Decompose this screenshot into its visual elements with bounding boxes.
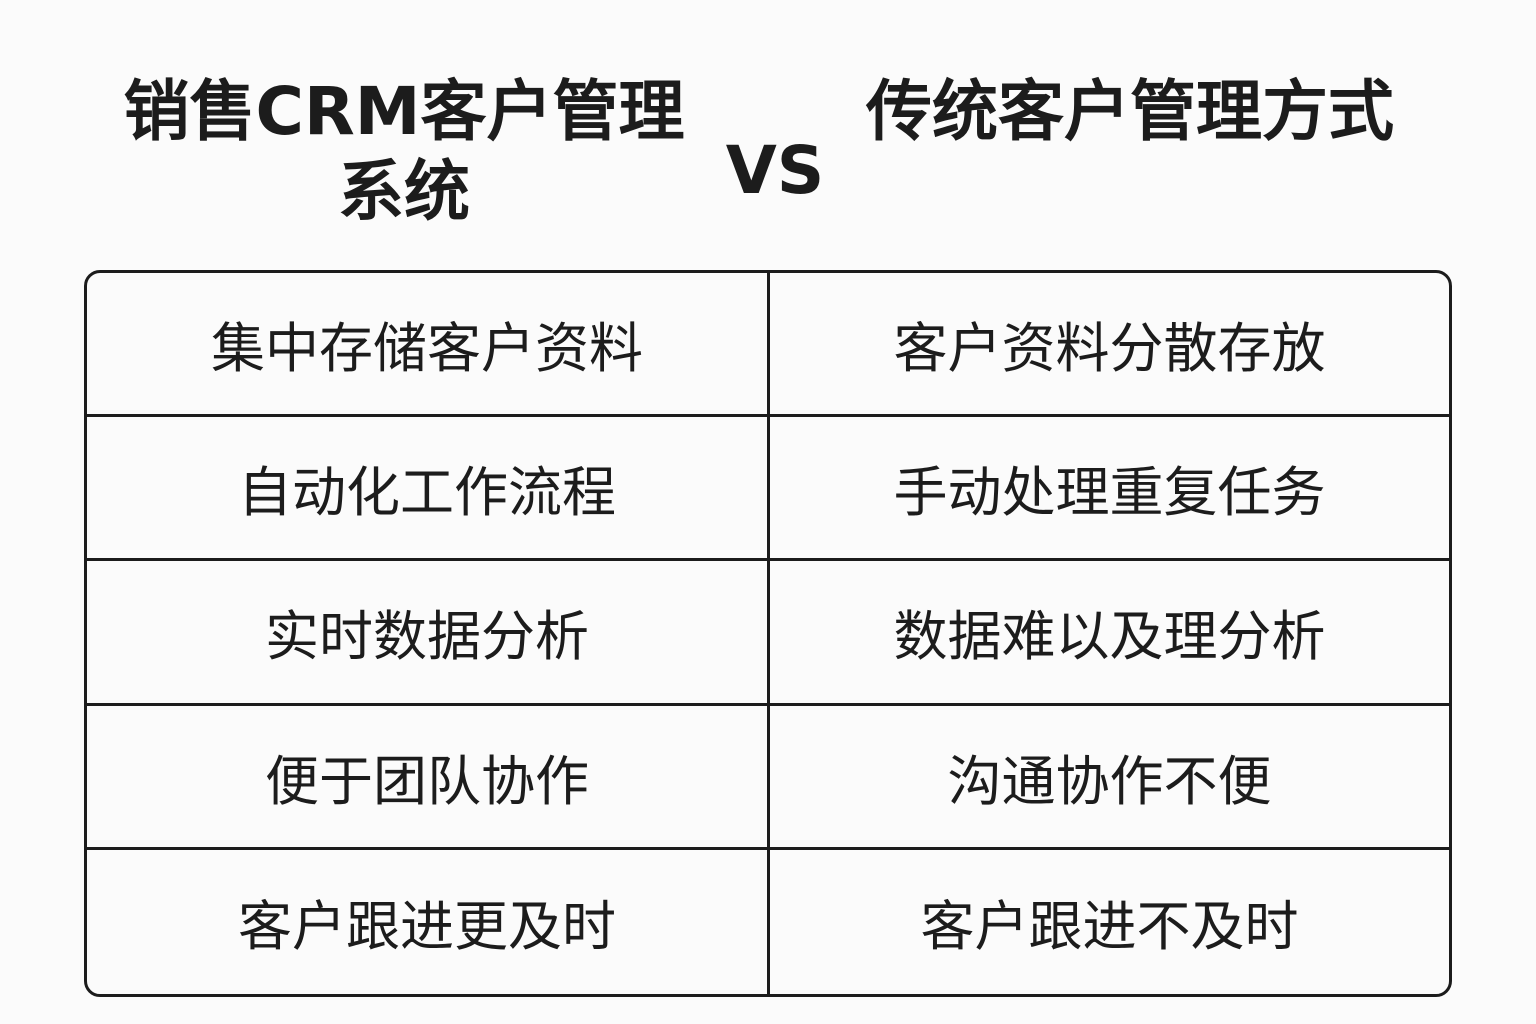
table-cell-left: 自动化工作流程 <box>87 417 770 562</box>
table-cell-right: 沟通协作不便 <box>770 706 1449 850</box>
table-cell-left: 便于团队协作 <box>87 705 770 850</box>
table-cell-right: 客户资料分散存放 <box>770 273 1449 418</box>
vs-label: VS <box>725 132 825 209</box>
table-cell-left: 实时数据分析 <box>87 561 770 706</box>
comparison-table: 集中存储客户资料 客户资料分散存放 自动化工作流程 手动处理重复任务 实时数据分析 数据难… <box>84 270 1452 997</box>
table-cell-right: 数据难以及理分析 <box>770 561 1449 706</box>
table-cell-left: 客户跟进更及时 <box>87 849 770 994</box>
table-cell-right: 手动处理重复任务 <box>770 417 1449 562</box>
crm-title-line1: 销售CRM客户管理 <box>123 73 685 150</box>
traditional-title: 传统客户管理方式 <box>866 73 1394 150</box>
crm-title: 销售CRM客户管理 系统 <box>84 72 724 232</box>
table-cell-left: 集中存储客户资料 <box>87 273 770 418</box>
crm-title-line2: 系统 <box>338 153 470 230</box>
table-cell-right: 客户跟进不及时 <box>920 895 1299 959</box>
